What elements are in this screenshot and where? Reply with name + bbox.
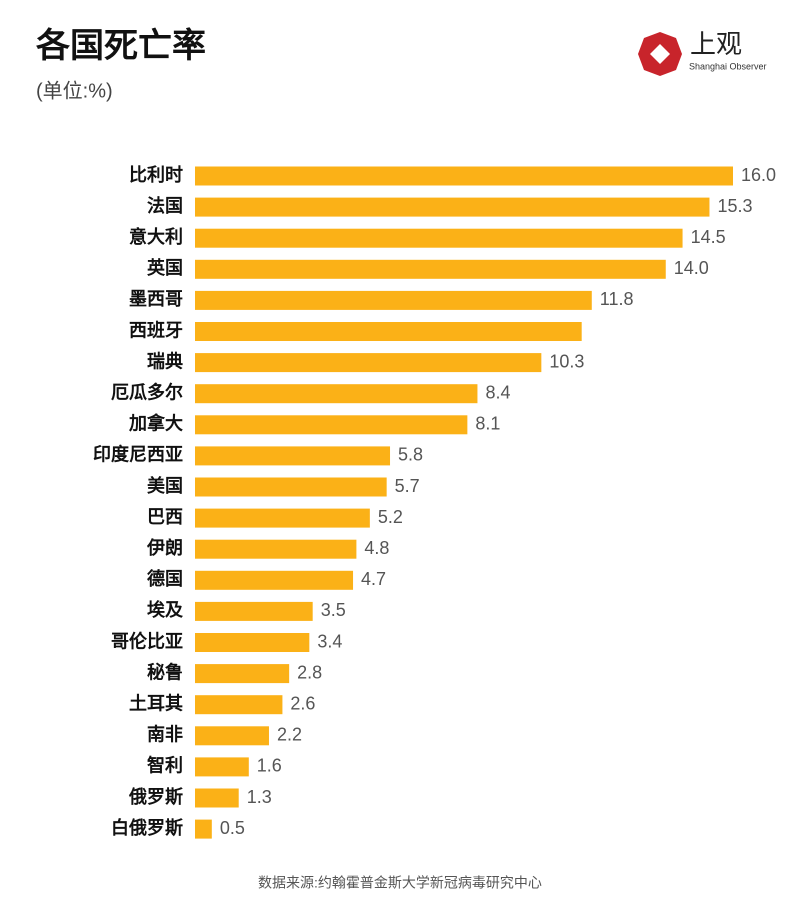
category-label: 比利时 (129, 164, 183, 185)
value-label: 16.0 (741, 165, 776, 185)
bar (195, 322, 582, 341)
bar (195, 290, 592, 310)
value-label: 4.8 (364, 538, 389, 558)
bar (195, 228, 683, 248)
value-label: 8.4 (485, 382, 510, 402)
logo-subtext: Shanghai Observer (689, 61, 767, 71)
bar (195, 197, 710, 217)
category-label: 巴西 (147, 507, 183, 527)
logo-icon-inner (650, 44, 670, 64)
category-label: 瑞典 (147, 350, 183, 371)
value-label: 14.5 (691, 227, 726, 247)
category-label: 墨西哥 (129, 289, 183, 309)
value-label: 3.5 (321, 600, 346, 620)
category-label: 加拿大 (128, 413, 183, 434)
category-label: 伊朗 (146, 537, 183, 558)
logo: 上观 Shanghai Observer (638, 29, 767, 76)
bar (195, 508, 370, 528)
value-label: 11.8 (600, 289, 634, 309)
value-label: 8.1 (475, 414, 500, 434)
bar (195, 695, 283, 715)
value-label: 2.6 (290, 693, 315, 713)
source-note: 数据来源:约翰霍普金斯大学新冠病毒研究中心 (258, 875, 542, 891)
bar (195, 477, 387, 497)
value-label: 5.7 (395, 476, 420, 496)
value-label: 5.8 (398, 445, 423, 465)
value-label: 5.2 (378, 507, 403, 527)
bar (195, 353, 542, 373)
bar (195, 570, 354, 590)
bar (195, 446, 391, 466)
logo-text: 上观 (690, 29, 742, 59)
value-label: 4.7 (361, 569, 386, 589)
bar (195, 664, 290, 684)
category-label: 西班牙 (129, 320, 183, 340)
category-label: 德国 (147, 568, 183, 589)
category-label: 印度尼西亚 (93, 444, 183, 465)
value-label: 3.4 (317, 631, 342, 651)
category-label: 美国 (147, 475, 183, 496)
category-label: 南非 (147, 724, 183, 745)
category-label: 哥伦比亚 (111, 630, 183, 651)
category-label: 秘鲁 (147, 661, 183, 682)
category-label: 英国 (146, 257, 183, 278)
category-label: 白俄罗斯 (111, 817, 183, 838)
bar (195, 415, 468, 435)
category-label: 厄瓜多尔 (111, 381, 183, 402)
value-label: 1.3 (247, 787, 272, 807)
bar (195, 601, 313, 621)
category-label: 法国 (147, 195, 183, 216)
bar (195, 819, 212, 839)
bar (195, 384, 478, 404)
value-label: 2.8 (297, 662, 322, 682)
chart-subtitle: (单位:%) (36, 79, 113, 102)
category-label: 土耳其 (129, 693, 183, 713)
category-label: 埃及 (147, 599, 184, 620)
bar (195, 788, 239, 808)
value-label: 2.2 (277, 725, 302, 745)
bar (195, 166, 733, 186)
value-label: 14.0 (674, 258, 709, 278)
value-label: 10.3 (549, 351, 584, 371)
value-label: 15.3 (717, 196, 752, 216)
bar (195, 757, 249, 777)
bar (195, 539, 357, 559)
category-label: 俄罗斯 (128, 786, 183, 807)
category-label: 智利 (147, 755, 183, 776)
value-label: 1.6 (257, 756, 282, 776)
category-label: 意大利 (129, 226, 183, 247)
bar (195, 633, 310, 652)
value-label: 0.5 (220, 818, 245, 838)
chart-title: 各国死亡率 (36, 26, 206, 65)
bar (195, 259, 666, 279)
bar (195, 726, 269, 746)
